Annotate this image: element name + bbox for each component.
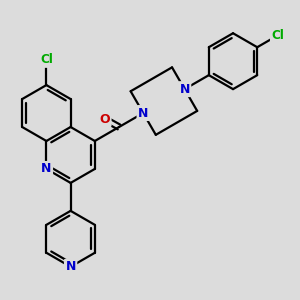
Text: Cl: Cl	[40, 53, 53, 66]
Text: O: O	[100, 112, 110, 126]
Text: N: N	[65, 260, 76, 273]
Text: N: N	[179, 82, 190, 96]
Text: Cl: Cl	[272, 29, 284, 42]
Text: N: N	[41, 162, 52, 176]
Text: N: N	[138, 106, 148, 119]
